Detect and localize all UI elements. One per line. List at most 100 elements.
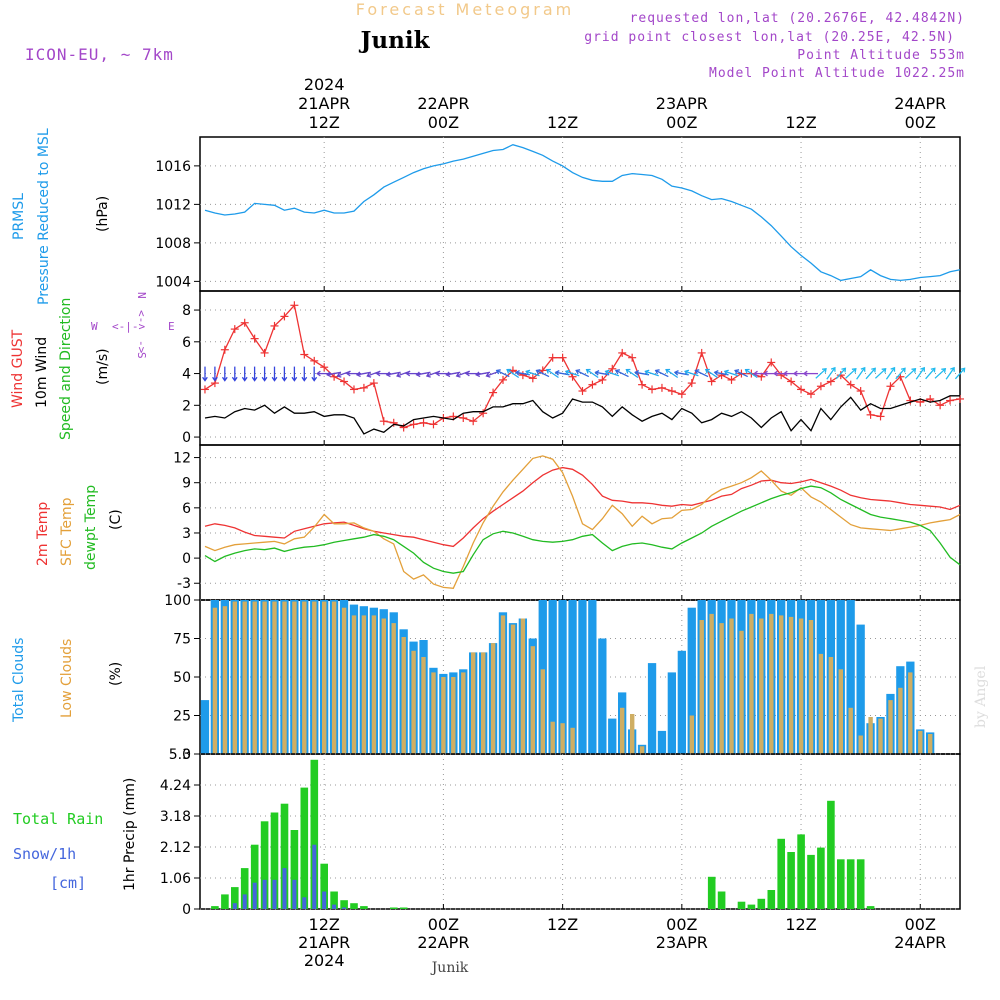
wind-direction-arrowhead [654, 369, 660, 375]
wind-direction-arrowhead [301, 376, 308, 382]
ytick-label: 0 [182, 551, 191, 567]
rain-bar [280, 803, 289, 909]
wind-direction-arrow [724, 370, 739, 377]
ytick-label: 25 [173, 709, 191, 725]
panel-temperature: -3 0 3 6 9 12 [173, 444, 961, 601]
wind-direction-arrow [674, 371, 689, 376]
wind-direction-arrowhead [525, 369, 531, 375]
wind-direction-arrowhead [261, 376, 268, 382]
time-label-bottom: 00Z [666, 915, 697, 934]
wind-direction-arrow [615, 369, 629, 378]
snow-bar [232, 903, 237, 909]
wind-direction-arrowhead [355, 371, 361, 378]
series-sfc-temp [204, 455, 961, 589]
snow-label: Snow/1h [13, 845, 76, 863]
wind-direction-arrow [506, 369, 520, 379]
series-wind-gust [204, 303, 961, 429]
wind-direction-arrowhead [920, 366, 925, 372]
wind-direction-arrow [546, 369, 559, 379]
low-cloud-bar [451, 677, 456, 754]
total-cloud-bar [608, 718, 617, 754]
wind-direction-arrowhead [625, 368, 631, 374]
north-label: N [135, 292, 148, 299]
model-name: ICON-EU, ~ 7km [25, 45, 174, 64]
rain-bar [340, 900, 348, 909]
low-cloud-bar [540, 669, 545, 754]
low-cloud-bar [918, 730, 923, 754]
wind-direction-arrowhead [860, 366, 866, 372]
north-arrow: <- [135, 310, 148, 323]
total-cloud-bar [647, 663, 657, 754]
location-title: Junik [359, 27, 431, 54]
wind-direction-arrowhead [425, 372, 431, 378]
wind-direction-arrowhead [564, 369, 570, 375]
wind-10m-label: 10m Wind [34, 337, 50, 408]
wind-direction-arrowhead [960, 367, 966, 373]
ytick-label: 1016 [155, 159, 191, 175]
low-cloud-bar [759, 618, 764, 754]
wind-direction-arrowhead [291, 376, 298, 382]
wind-direction-arrowhead [202, 376, 208, 382]
time-label-bottom: 00Z [428, 915, 459, 934]
wind-direction-arrow [695, 369, 709, 378]
wind-direction-arrowhead [326, 371, 332, 378]
time-label-top: 23APR [656, 94, 708, 113]
wind-direction-arrowhead [930, 367, 936, 373]
wind-direction-arrowhead [950, 366, 955, 372]
east-label: E [168, 320, 175, 333]
time-label-top: 12Z [785, 113, 816, 132]
rain-bar [707, 876, 716, 909]
time-label-top: 00Z [428, 113, 459, 132]
wind-direction-arrowhead [665, 368, 671, 374]
wind-direction-arrow [645, 370, 659, 377]
snow-unit: [cm] [50, 874, 86, 892]
low-cloud-bar [858, 735, 863, 754]
low-cloud-bar [292, 601, 297, 754]
time-label-top: 00Z [905, 113, 936, 132]
wind-direction-arrow [945, 367, 955, 380]
wind-direction-arrow [895, 367, 906, 380]
wind-direction-arrow [865, 367, 876, 380]
wind-direction-arrow [684, 370, 699, 377]
ytick-label: 5.3 [169, 747, 191, 763]
wind-direction-arrow [476, 371, 491, 376]
snow-bar [332, 904, 337, 909]
low-cloud-bar [242, 601, 247, 754]
wind-direction-arrow [815, 368, 827, 379]
time-label-top: 00Z [666, 113, 697, 132]
wind-direction-arrowhead [604, 369, 610, 375]
snow-bar [262, 879, 267, 909]
total-cloud-bar [657, 730, 667, 754]
rain-bar [290, 830, 299, 909]
wind-direction-arrow [386, 371, 401, 376]
snow-bar [302, 897, 307, 909]
low-cloud-bar [530, 646, 535, 754]
low-cloud-bar [232, 601, 237, 754]
snow-bar [312, 844, 317, 909]
wind-direction-arrow [915, 367, 925, 380]
low-cloud-bar [898, 687, 903, 754]
series-2m-temp [204, 466, 961, 548]
low-cloud-bar [868, 717, 873, 754]
wind-direction-arrowhead [281, 376, 288, 382]
low-cloud-bar [639, 746, 645, 754]
time-label-bottom: 12Z [785, 915, 816, 934]
time-label-top: 22APR [417, 94, 469, 113]
low-cloud-bar [928, 734, 933, 754]
wind-direction-arrowhead [841, 367, 847, 373]
wind-direction-arrowhead [783, 370, 788, 377]
total-cloud-bar [687, 607, 696, 754]
grid-point-coords: grid point closest lon,lat (20.25E, 42.5… [584, 30, 955, 45]
ytick-label: 4 [182, 367, 191, 383]
time-label-bottom: 00Z [905, 915, 936, 934]
wind-direction-arrowhead [911, 368, 917, 373]
wind-direction-arrowhead [734, 369, 740, 375]
wind-direction-arrowhead [822, 368, 827, 373]
low-cloud-bar [570, 727, 575, 754]
watermark: by Angel [973, 665, 989, 728]
low-cloud-bar [490, 643, 496, 754]
rain-bar [310, 759, 319, 909]
low-cloud-bar [302, 601, 307, 754]
